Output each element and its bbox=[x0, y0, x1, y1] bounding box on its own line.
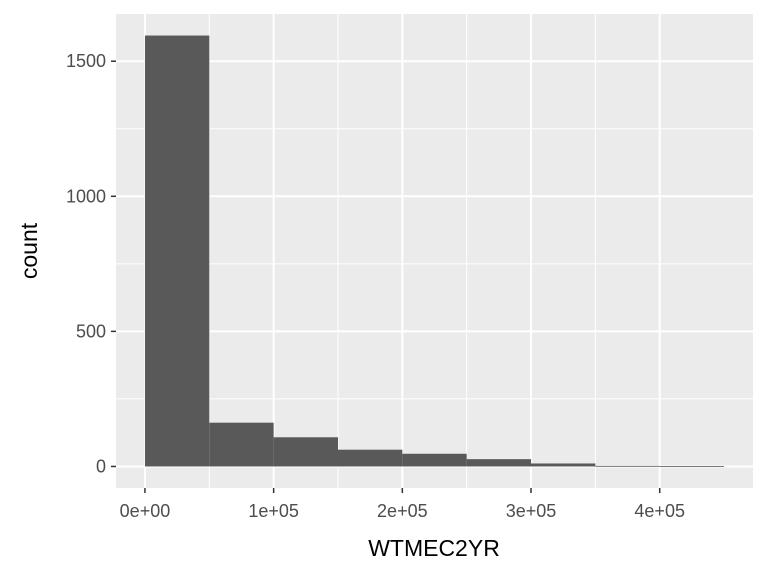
histogram-bar bbox=[531, 463, 596, 467]
histogram-bar bbox=[466, 459, 532, 467]
y-axis-title: count bbox=[16, 222, 42, 279]
y-axis: 0 500 1000 1500 bbox=[66, 51, 116, 476]
y-tick-label: 1000 bbox=[66, 186, 106, 206]
minor-gridlines bbox=[116, 14, 753, 488]
histogram-bar bbox=[595, 465, 660, 467]
x-tick-label: 0e+00 bbox=[120, 501, 171, 521]
y-tick-label: 0 bbox=[96, 456, 106, 476]
histogram-bar bbox=[273, 437, 338, 467]
plot-panel bbox=[116, 14, 753, 488]
histogram-bar bbox=[209, 422, 274, 467]
y-tick-label: 500 bbox=[76, 321, 106, 341]
x-tick-label: 4e+05 bbox=[634, 501, 685, 521]
y-tick-label: 1500 bbox=[66, 51, 106, 71]
x-axis: 0e+00 1e+05 2e+05 3e+05 4e+05 bbox=[120, 488, 685, 521]
x-tick-label: 1e+05 bbox=[248, 501, 299, 521]
x-tick-label: 2e+05 bbox=[377, 501, 428, 521]
histogram-bar bbox=[144, 35, 210, 467]
x-axis-title: WTMEC2YR bbox=[368, 535, 500, 561]
histogram-bars bbox=[144, 35, 725, 467]
histogram-bar bbox=[659, 466, 725, 467]
x-tick-label: 3e+05 bbox=[506, 501, 557, 521]
histogram-bar bbox=[337, 449, 403, 467]
histogram-bar bbox=[402, 453, 467, 467]
